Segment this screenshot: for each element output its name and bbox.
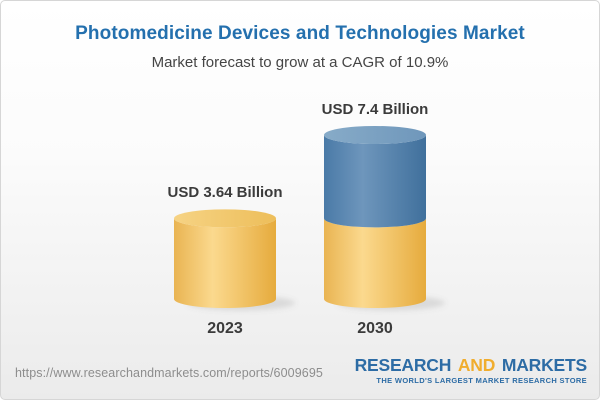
logo-tagline: THE WORLD'S LARGEST MARKET RESEARCH STOR…: [376, 376, 587, 385]
logo-word-markets: MARKETS: [501, 355, 587, 375]
logo-wordmark: RESEARCH AND MARKETS: [354, 355, 588, 375]
logo-word-and: AND: [457, 355, 496, 375]
x-axis-label-2023: 2023: [207, 320, 243, 337]
cylinder-segment-gold: [174, 218, 276, 308]
report-url: https://www.researchandmarkets.com/repor…: [15, 366, 323, 380]
chart-subtitle: Market forecast to grow at a CAGR of 10.…: [151, 54, 449, 71]
page-title: Photomedicine Devices and Technologies M…: [75, 23, 525, 44]
bar-value-label-2023: USD 3.64 Billion: [167, 184, 283, 202]
bar-value-label-2030: USD 7.4 Billion: [321, 101, 429, 118]
research-and-markets-logo: RESEARCH AND MARKETS THE WORLD'S LARGEST…: [354, 355, 588, 385]
cylinder-segment-gold: [324, 218, 426, 308]
cylinder-top-cap: [174, 209, 276, 228]
logo-word-research: RESEARCH: [354, 355, 452, 375]
cylinder-segment-blue: [324, 135, 426, 228]
x-axis-label-2030: 2030: [357, 320, 393, 337]
cylinder-top-cap: [324, 126, 426, 144]
